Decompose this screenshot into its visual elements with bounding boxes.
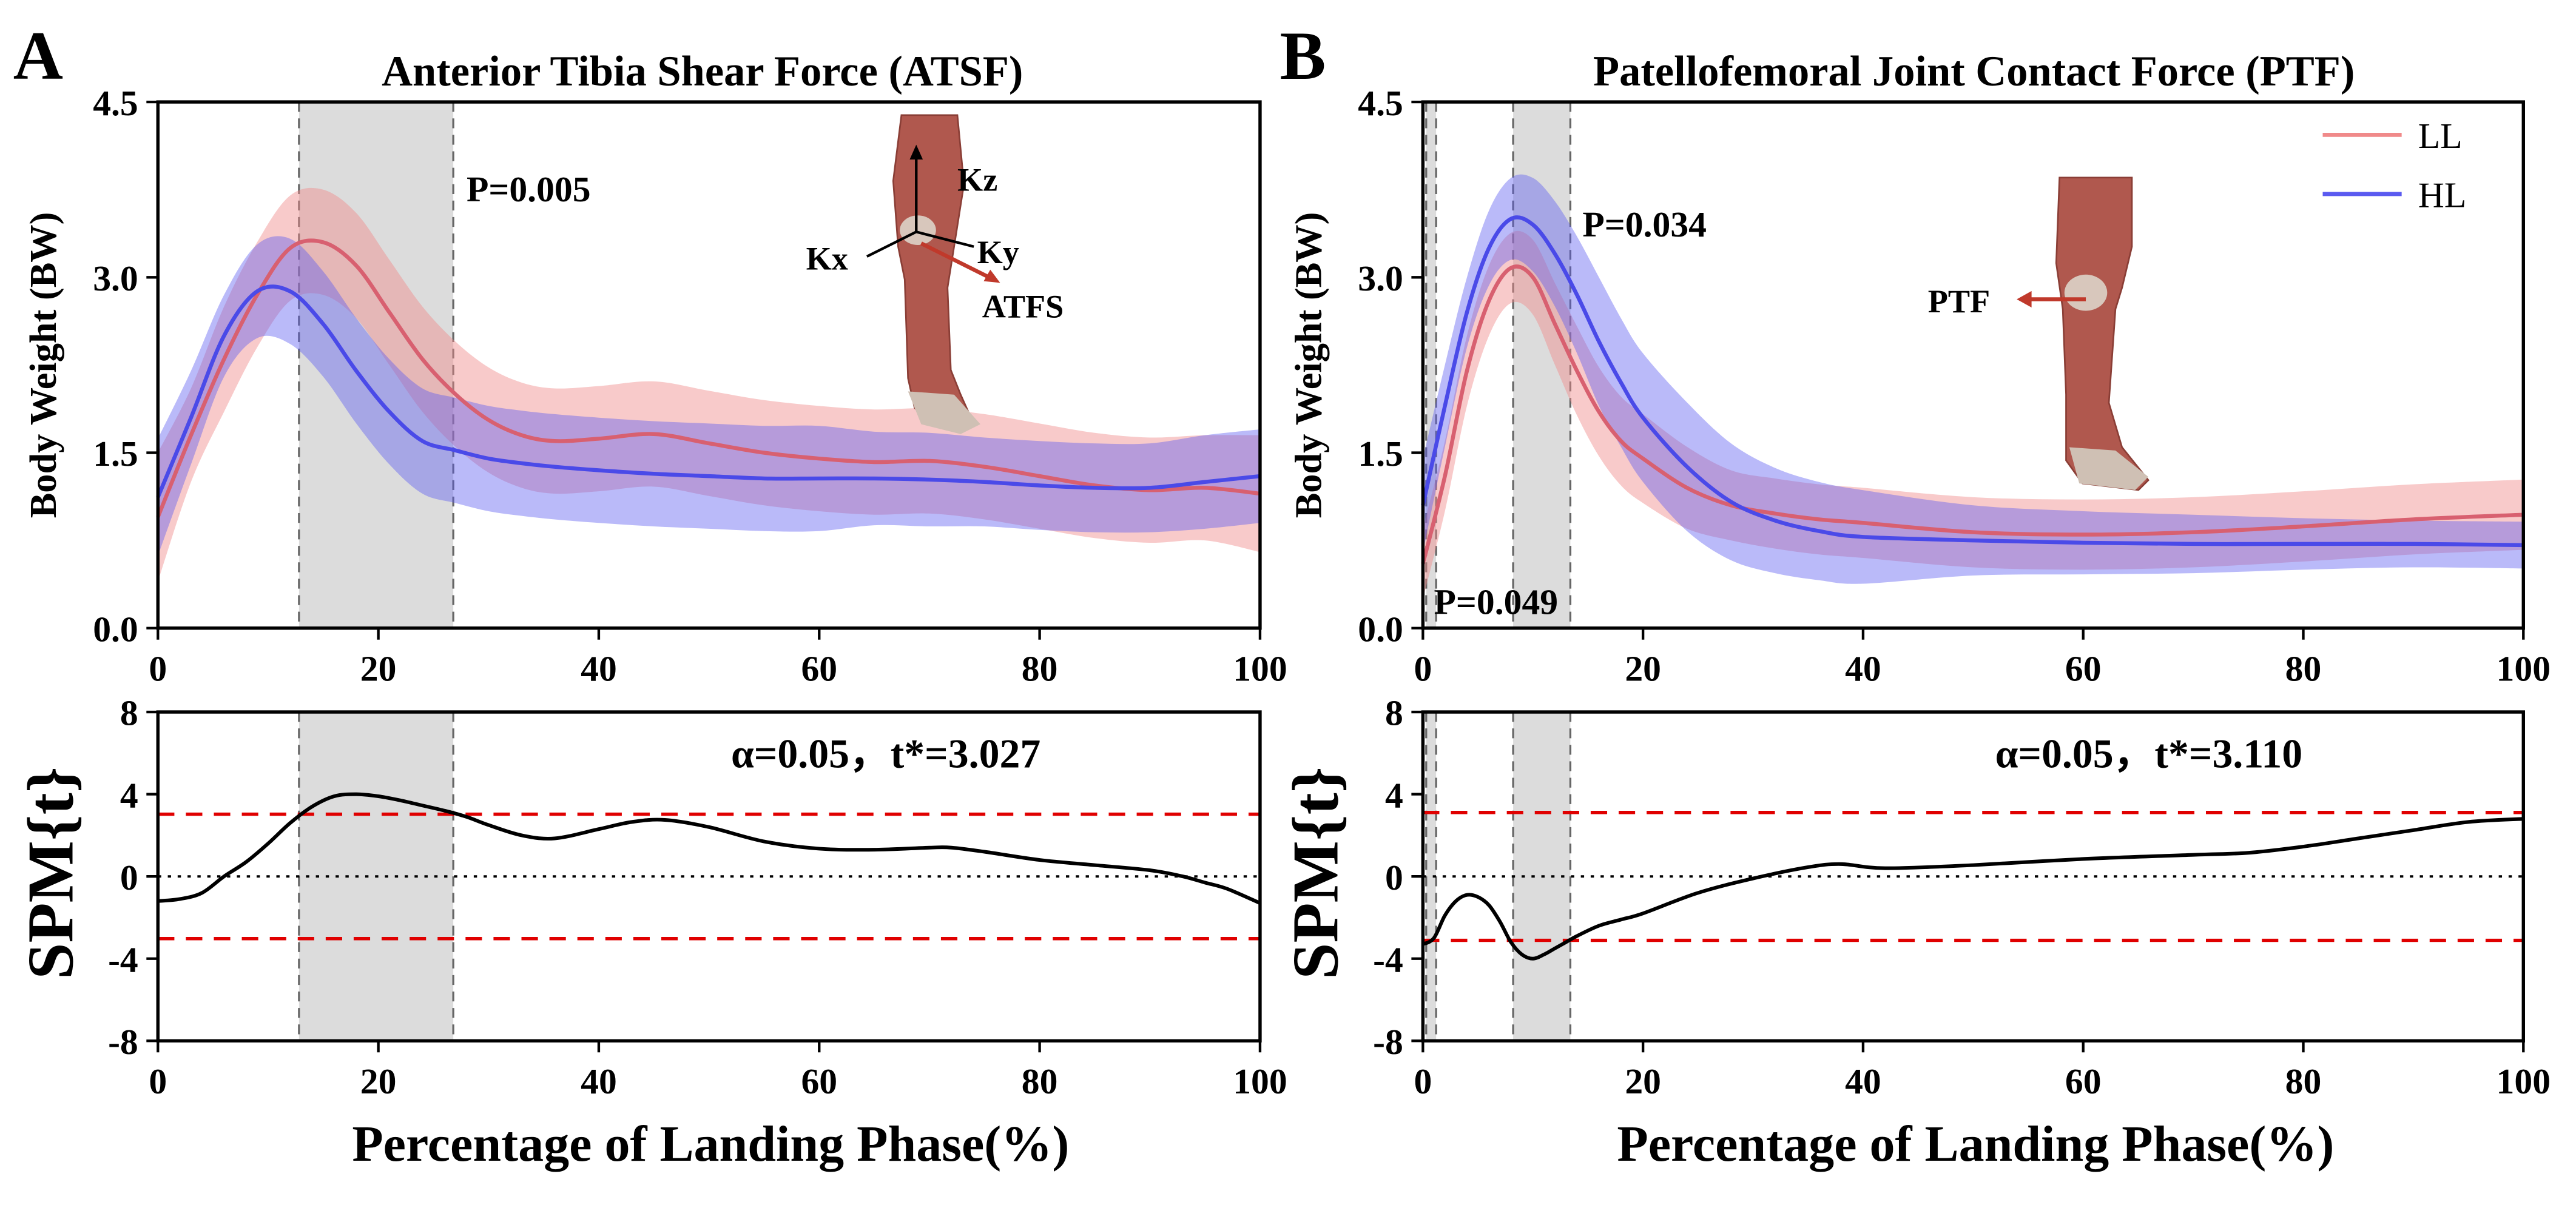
p-value-label-0: P=0.005 [467, 169, 591, 209]
panel-letter-a: A [13, 18, 63, 94]
kz-arrow-head [909, 144, 923, 160]
foot-b [2069, 447, 2149, 490]
mean-line-hl [1421, 215, 2524, 548]
y-tick-label: 0 [120, 858, 138, 898]
x-tick-label: 20 [360, 649, 397, 689]
spm-t-curve [158, 792, 1261, 905]
kx-axis-arrow [866, 230, 917, 258]
y-tick-label: 1.5 [1358, 434, 1403, 474]
x-tick-label: 40 [1845, 649, 1881, 689]
plot-frame [156, 100, 1262, 630]
y-tick-label: 0 [1385, 858, 1403, 898]
x-tick-label: 100 [1233, 649, 1287, 689]
sd-band-hl [158, 236, 1260, 556]
sd-band-hl [1423, 174, 2524, 584]
y-axis-label-force-a: Body Weight (BW) [22, 212, 64, 519]
chart-title-ptf: Patellofemoral Joint Contact Force (PTF) [1593, 48, 2355, 95]
inset-label-kx: Kx [806, 241, 848, 277]
x-tick-label: 80 [1022, 649, 1058, 689]
y-axis-label-force-b: Body Weight (BW) [1287, 212, 1329, 519]
x-axis-label-b: Percentage of Landing Phase(%) [1617, 1116, 2334, 1172]
significance-region-1 [1513, 102, 1571, 628]
y-tick-label: 0.0 [1358, 609, 1403, 649]
y-tick-label: 8 [120, 693, 138, 733]
x-tick-label: 20 [1625, 1061, 1661, 1101]
x-tick-label: 80 [1022, 1061, 1058, 1101]
mean-line-ll [156, 238, 1261, 518]
y-tick-label: 1.5 [93, 434, 138, 474]
ky-axis-arrow [915, 230, 974, 248]
spm-t-curve [1421, 817, 2524, 961]
x-tick-label: 60 [801, 649, 837, 689]
knee-joint-b [2064, 274, 2108, 311]
x-tick-label: 0 [149, 649, 167, 689]
panel-letter-b: B [1280, 18, 1326, 94]
x-axis-label-a: Percentage of Landing Phase(%) [352, 1116, 1069, 1172]
x-tick-label: 100 [2497, 649, 2551, 689]
y-tick-label: 0.0 [93, 609, 138, 649]
x-tick-label: 60 [2065, 1061, 2102, 1101]
atfs-arrow-head [983, 269, 1000, 283]
y-tick-label: 8 [1385, 693, 1403, 733]
ptf-arrow-head [2017, 290, 2032, 308]
x-tick-label: 20 [360, 1061, 397, 1101]
x-tick-label: 0 [1414, 649, 1432, 689]
inset-label-ptf: PTF [1928, 283, 1990, 320]
p-value-label-1: P=0.049 [1434, 582, 1559, 622]
leg-inset-atsf: Kz Kx Ky ATFS [806, 114, 1064, 434]
y-tick-label: -4 [108, 939, 138, 979]
y-tick-label: -4 [1373, 939, 1403, 979]
ptf-spm-plot: α=0.05，t*=3.110 0 20 40 60 80 100 -8 -4 0 4 8 [1373, 693, 2551, 1101]
x-tick-label: 60 [801, 1061, 837, 1101]
x-tick-label: 0 [149, 1061, 167, 1101]
x-tick-label: 80 [2285, 649, 2322, 689]
x-tick-label: 100 [2497, 1061, 2551, 1101]
mean-line-hl [156, 284, 1261, 498]
y-tick-label: -8 [1373, 1022, 1403, 1062]
y-tick-label: 4.5 [93, 83, 138, 123]
x-tick-label: 60 [2065, 649, 2102, 689]
threshold-text: α=0.05，t*=3.110 [1995, 731, 2303, 777]
y-tick-label: 3.0 [1358, 258, 1403, 298]
significance-region-0 [1426, 712, 1437, 1041]
y-tick-label: 3.0 [93, 258, 138, 298]
threshold-text: α=0.05，t*=3.027 [731, 731, 1040, 777]
x-tick-label: 40 [581, 1061, 617, 1101]
y-tick-label: 4 [120, 775, 138, 815]
plot-frame [1421, 100, 2525, 630]
y-axis-label-spm-b: SPM{t} [1279, 767, 1352, 979]
significance-region-0 [1426, 102, 1437, 628]
y-tick-label: -8 [108, 1022, 138, 1062]
chart-title-atsf: Anterior Tibia Shear Force (ATSF) [382, 48, 1023, 95]
x-tick-label: 20 [1625, 649, 1661, 689]
y-tick-label: 4 [1385, 775, 1403, 815]
leg-inset-ptf: PTF [1928, 176, 2149, 491]
legend-label-ll: LL [2418, 116, 2463, 156]
x-tick-label: 100 [1233, 1061, 1287, 1101]
leg-illustration-b [2055, 176, 2149, 491]
legend-label-hl: HL [2418, 175, 2467, 215]
atsf-force-plot: P=0.005 0 20 40 60 80 100 0.0 1.5 3.0 4.5 [93, 83, 1287, 689]
atsf-spm-plot: α=0.05，t*=3.027 0 20 40 60 80 100 -8 -4 0 4 8 [108, 693, 1287, 1101]
x-tick-label: 80 [2285, 1061, 2322, 1101]
x-tick-label: 0 [1414, 1061, 1432, 1101]
legend: LL HL [2322, 116, 2466, 215]
p-value-label-0: P=0.034 [1582, 204, 1707, 244]
foot-a [908, 391, 980, 434]
inset-label-ky: Ky [977, 234, 1019, 270]
y-tick-label: 4.5 [1358, 83, 1403, 123]
inset-label-atfs: ATFS [982, 288, 1064, 324]
sd-band-ll [1423, 230, 2524, 599]
y-axis-label-spm-a: SPM{t} [14, 767, 87, 979]
knee-joint-a [900, 215, 936, 245]
mean-line-ll [1421, 264, 2524, 565]
x-tick-label: 40 [1845, 1061, 1881, 1101]
x-tick-label: 40 [581, 649, 617, 689]
atfs-force-arrow [920, 241, 995, 281]
inset-label-kz: Kz [957, 162, 997, 198]
